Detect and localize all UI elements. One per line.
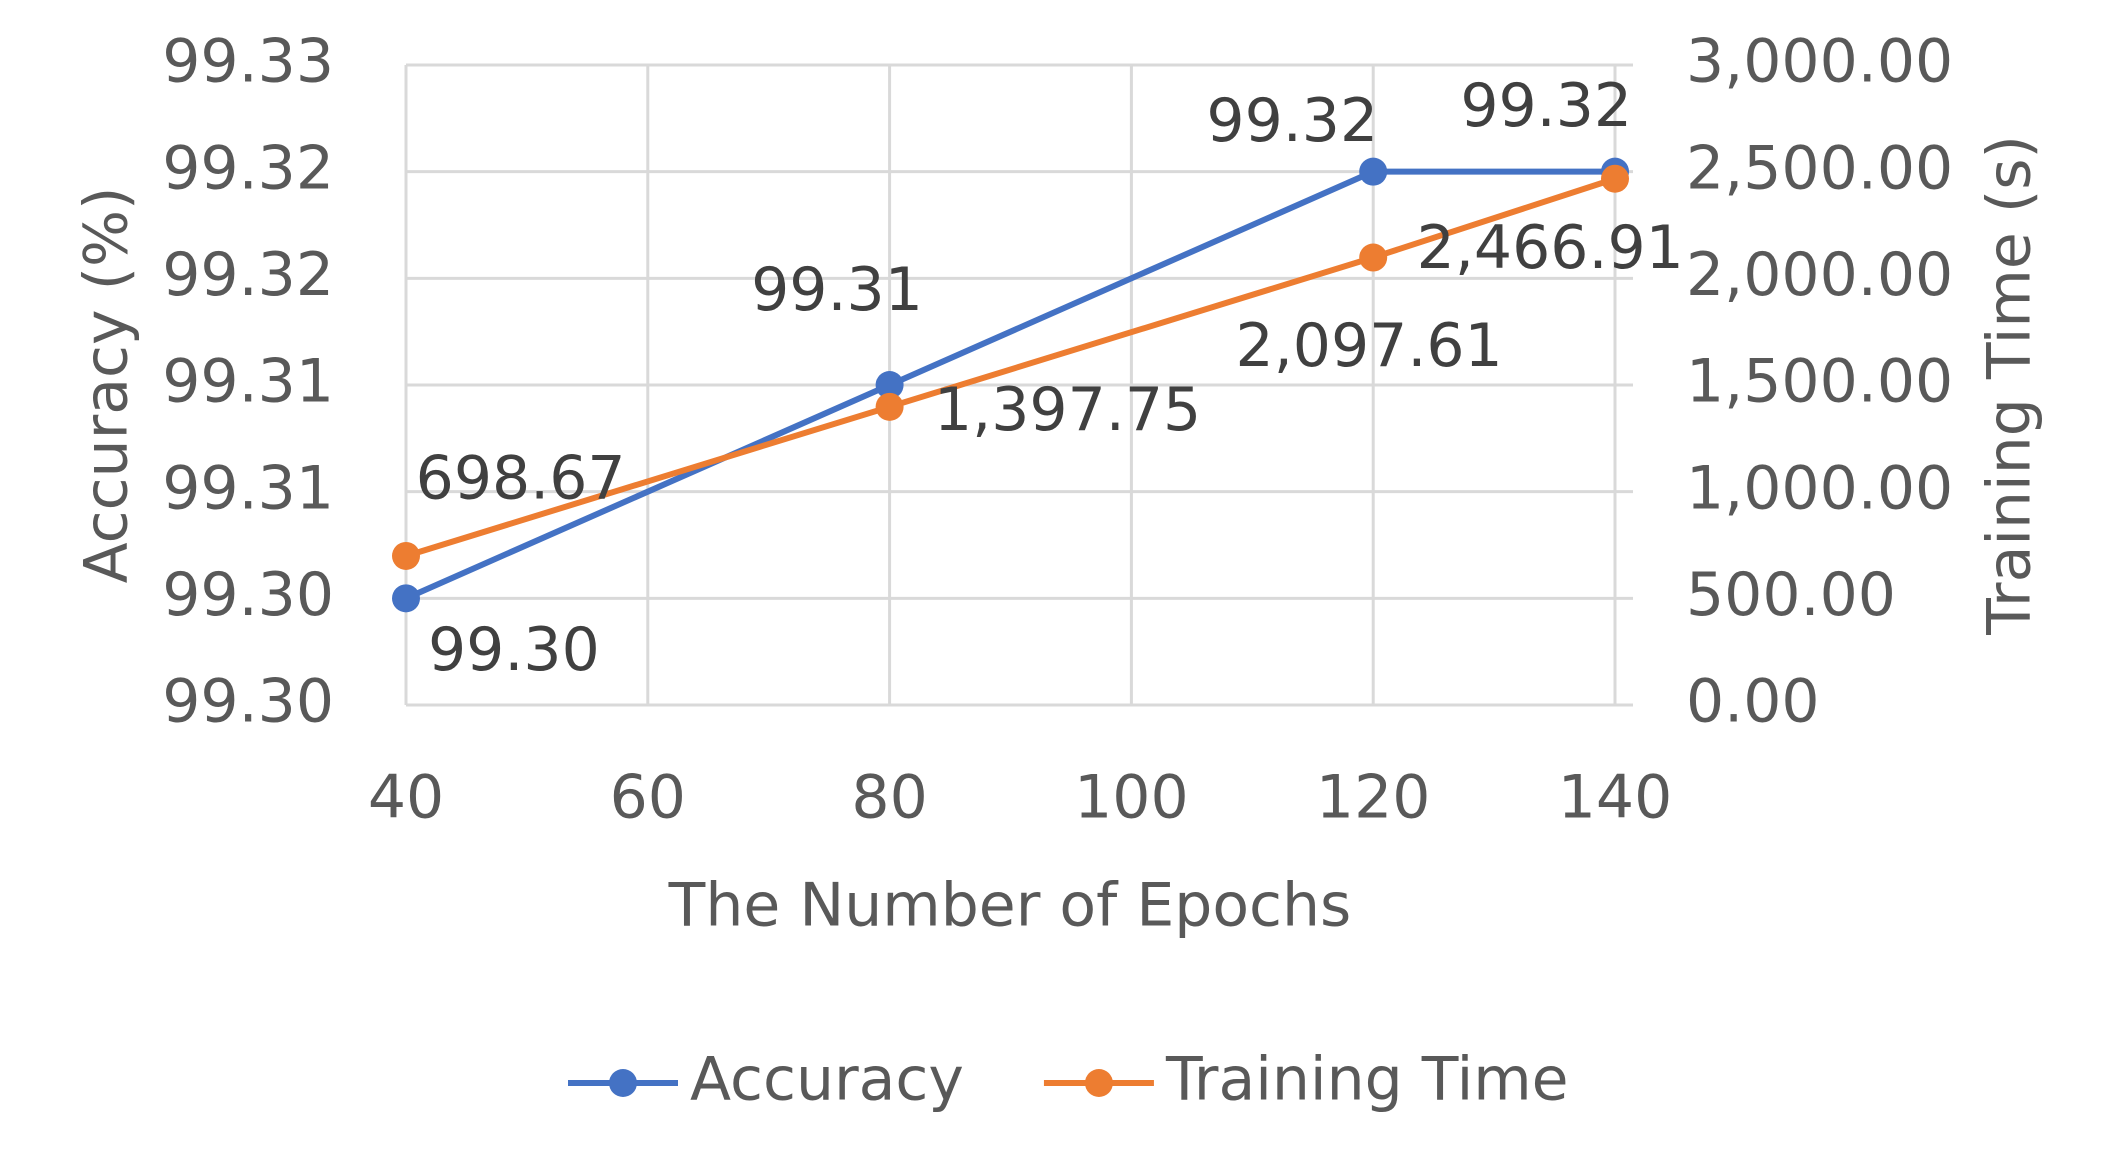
y-tick-label: 99.33	[162, 27, 334, 97]
x-tick-label: 80	[851, 763, 927, 833]
y2-axis-title: Training Time (s)	[1975, 135, 2045, 636]
y-tick-label: 99.31	[162, 347, 334, 417]
legend-label: Accuracy	[690, 1045, 964, 1115]
data-point	[875, 392, 904, 421]
x-tick-label: 60	[610, 763, 686, 833]
data-label: 698.67	[416, 443, 626, 513]
data-point	[875, 371, 904, 399]
x-tick-label: 120	[1316, 763, 1431, 833]
y-tick-label: 99.32	[162, 240, 334, 310]
data-point	[392, 584, 420, 613]
data-point	[392, 541, 420, 570]
y-tick-label: 99.31	[162, 453, 334, 523]
data-label: 99.31	[751, 255, 923, 325]
legend-label: Training Time	[1165, 1045, 1569, 1115]
x-tick-label: 40	[368, 763, 444, 833]
series-line	[404, 168, 1615, 602]
data-label: 99.30	[428, 615, 600, 685]
y-tick-label: 99.30	[162, 560, 334, 630]
y-axis-title: Accuracy (%)	[72, 187, 142, 584]
y-tick-label: 99.32	[162, 133, 334, 203]
x-tick-label: 140	[1558, 763, 1673, 833]
series-line	[405, 175, 1616, 559]
x-tick-label: 100	[1074, 763, 1189, 833]
data-point	[1601, 164, 1629, 193]
legend-marker	[609, 1069, 637, 1097]
y2-tick-label: 3,000.00	[1686, 27, 1953, 97]
y2-tick-label: 2,000.00	[1686, 240, 1953, 310]
y2-tick-label: 1,500.00	[1686, 347, 1953, 417]
data-point	[1359, 243, 1388, 272]
data-label: 2,097.61	[1236, 311, 1503, 381]
data-label: 1,397.75	[934, 375, 1201, 445]
y2-tick-label: 1,000.00	[1686, 453, 1953, 523]
data-label: 99.32	[1460, 71, 1632, 141]
data-label: 99.32	[1206, 86, 1378, 156]
y2-tick-label: 500.00	[1686, 560, 1896, 630]
legend-marker	[1084, 1069, 1113, 1097]
data-label: 2,466.91	[1417, 213, 1684, 283]
data-point	[1359, 157, 1388, 186]
y2-tick-label: 2,500.00	[1686, 133, 1953, 203]
y2-tick-label: 0.00	[1686, 667, 1820, 737]
x-axis-title: The Number of Epochs	[668, 871, 1352, 941]
y-tick-label: 99.30	[162, 667, 334, 737]
